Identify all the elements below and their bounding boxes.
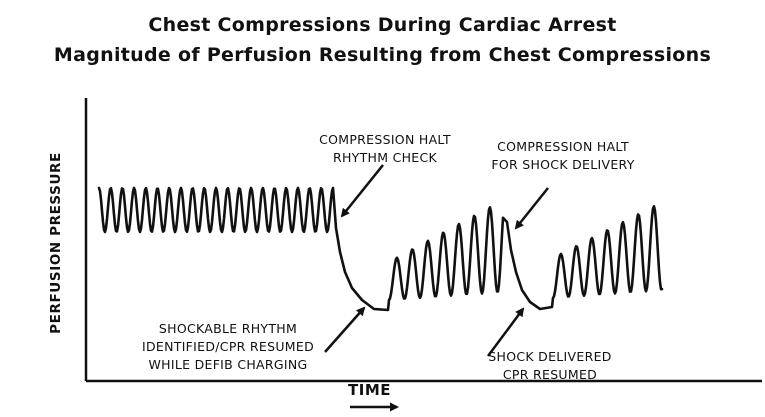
arrow-cpr-resumed [324,306,366,353]
annotation-shockable-rhythm: SHOCKABLE RHYTHM IDENTIFIED/CPR RESUMED … [118,320,338,374]
annotation-line: WHILE DEFIB CHARGING [148,357,308,372]
annotation-line: COMPRESSION HALT [319,132,451,147]
diagram-title-line2: Magnitude of Perfusion Resulting from Ch… [53,44,712,66]
annotation-line: COMPRESSION HALT [497,139,629,154]
y-axis-label: PERFUSION PRESSURE [48,152,64,334]
annotation-line: SHOCKABLE RHYTHM [158,321,298,336]
annotation-line: RHYTHM CHECK [332,150,438,165]
x-axis-label: TIME [348,381,391,399]
annotation-shock-delivery: COMPRESSION HALT FOR SHOCK DELIVERY [478,138,648,174]
annotation-line: CPR RESUMED [502,367,598,382]
diagram-title-line1: Chest Compressions During Cardiac Arrest [148,14,617,36]
perfusion-waveform [97,186,664,312]
arrow-shock-delivered [486,307,525,357]
annotation-shock-delivered: SHOCK DELIVERED CPR RESUMED [470,348,630,384]
annotation-line: SHOCK DELIVERED [488,349,612,364]
annotation-line: FOR SHOCK DELIVERY [491,157,635,172]
annotation-rhythm-check: COMPRESSION HALT RHYTHM CHECK [300,131,470,167]
arrow-rhythm-check [340,164,384,218]
annotation-line: IDENTIFIED/CPR RESUMED [142,339,314,354]
arrow-shock-delivery [514,187,549,230]
